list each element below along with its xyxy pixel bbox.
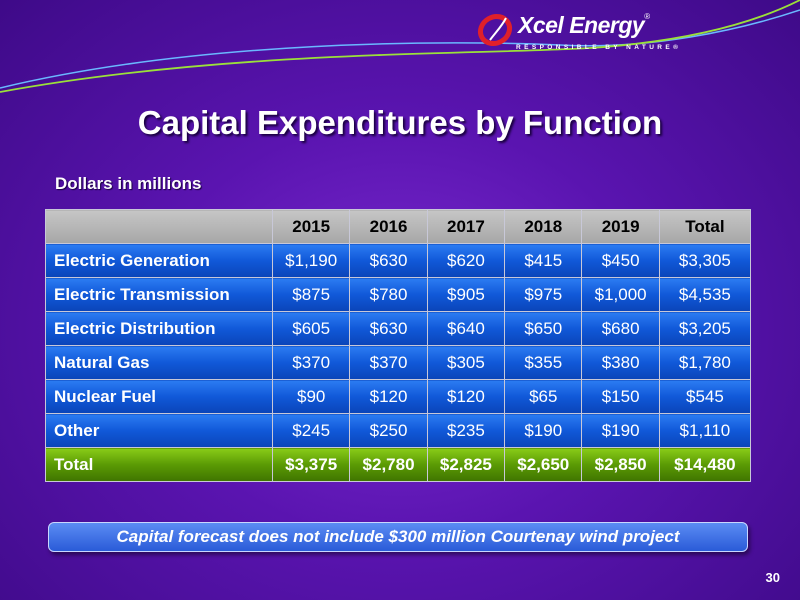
table-cell: $370 (271, 345, 351, 380)
table-cell: $120 (349, 379, 428, 414)
table-cell: $1,780 (658, 345, 752, 380)
decorative-swoosh (0, 0, 800, 93)
table-cell: $620 (426, 243, 506, 278)
table-cell: $975 (504, 277, 583, 312)
table-cell: $415 (504, 243, 583, 278)
table-row: Nuclear Fuel $90 $120 $120 $65 $150 $545 (45, 379, 752, 414)
total-cell: $2,850 (581, 447, 660, 482)
table-cell: $3,205 (658, 311, 752, 346)
table-cell: $630 (349, 243, 428, 278)
table-cell: $190 (504, 413, 583, 448)
table-cell: $120 (426, 379, 506, 414)
header-cell (45, 209, 273, 244)
header-cell: 2016 (349, 209, 428, 244)
table-cell: $1,190 (271, 243, 351, 278)
table-cell: $640 (426, 311, 506, 346)
logo-tagline: RESPONSIBLE BY NATURE® (516, 44, 682, 51)
table-cell: $545 (658, 379, 752, 414)
total-cell: $14,480 (658, 447, 752, 482)
page-title: Capital Expenditures by Function (137, 104, 663, 141)
table-cell: $90 (271, 379, 351, 414)
row-label: Electric Transmission (45, 277, 273, 312)
table-cell: $370 (349, 345, 428, 380)
forecast-note-banner: Capital forecast does not include $300 m… (48, 522, 748, 552)
total-cell: $3,375 (271, 447, 351, 482)
table-cell: $380 (581, 345, 660, 380)
table-cell: $65 (504, 379, 583, 414)
table-cell: $190 (581, 413, 660, 448)
table-header-row: 2015 2016 2017 2018 2019 Total (45, 209, 752, 244)
logo-wordmark: Xcel Energy® (518, 12, 650, 38)
header-cell: 2015 (271, 209, 351, 244)
header-cell: 2019 (581, 209, 660, 244)
table-cell: $680 (581, 311, 660, 346)
table-cell: $650 (504, 311, 583, 346)
total-cell: $2,825 (426, 447, 506, 482)
table-row: Electric Transmission $875 $780 $905 $97… (45, 277, 752, 312)
table-row: Electric Distribution $605 $630 $640 $65… (45, 311, 752, 346)
row-label: Electric Generation (45, 243, 273, 278)
xcel-flame-icon (477, 13, 513, 47)
row-label: Natural Gas (45, 345, 273, 380)
table-cell: $1,110 (658, 413, 752, 448)
table-cell: $605 (271, 311, 351, 346)
table-row: Other $245 $250 $235 $190 $190 $1,110 (45, 413, 752, 448)
table-cell: $1,000 (581, 277, 660, 312)
table-cell: $875 (271, 277, 351, 312)
table-cell: $780 (349, 277, 428, 312)
table-cell: $355 (504, 345, 583, 380)
table-row: Natural Gas $370 $370 $305 $355 $380 $1,… (45, 345, 752, 380)
table-cell: $250 (349, 413, 428, 448)
row-label: Electric Distribution (45, 311, 273, 346)
capex-table: 2015 2016 2017 2018 2019 Total Electric … (45, 209, 752, 482)
units-subtitle: Dollars in millions (55, 174, 202, 193)
table-cell: $235 (426, 413, 506, 448)
total-label: Total (45, 447, 273, 482)
table-cell: $450 (581, 243, 660, 278)
page-number: 30 (765, 570, 780, 585)
header-cell: 2018 (504, 209, 583, 244)
company-logo: Xcel Energy® RESPONSIBLE BY NATURE® (476, 10, 678, 58)
table-cell: $630 (349, 311, 428, 346)
header-cell: 2017 (426, 209, 506, 244)
row-label: Nuclear Fuel (45, 379, 273, 414)
table-cell: $245 (271, 413, 351, 448)
total-cell: $2,650 (504, 447, 583, 482)
table-cell: $305 (426, 345, 506, 380)
row-label: Other (45, 413, 273, 448)
header-cell: Total (658, 209, 752, 244)
table-total-row: Total $3,375 $2,780 $2,825 $2,650 $2,850… (45, 447, 752, 482)
table-cell: $4,535 (658, 277, 752, 312)
table-cell: $905 (426, 277, 506, 312)
table-cell: $3,305 (658, 243, 752, 278)
table-cell: $150 (581, 379, 660, 414)
table-row: Electric Generation $1,190 $630 $620 $41… (45, 243, 752, 278)
total-cell: $2,780 (349, 447, 428, 482)
